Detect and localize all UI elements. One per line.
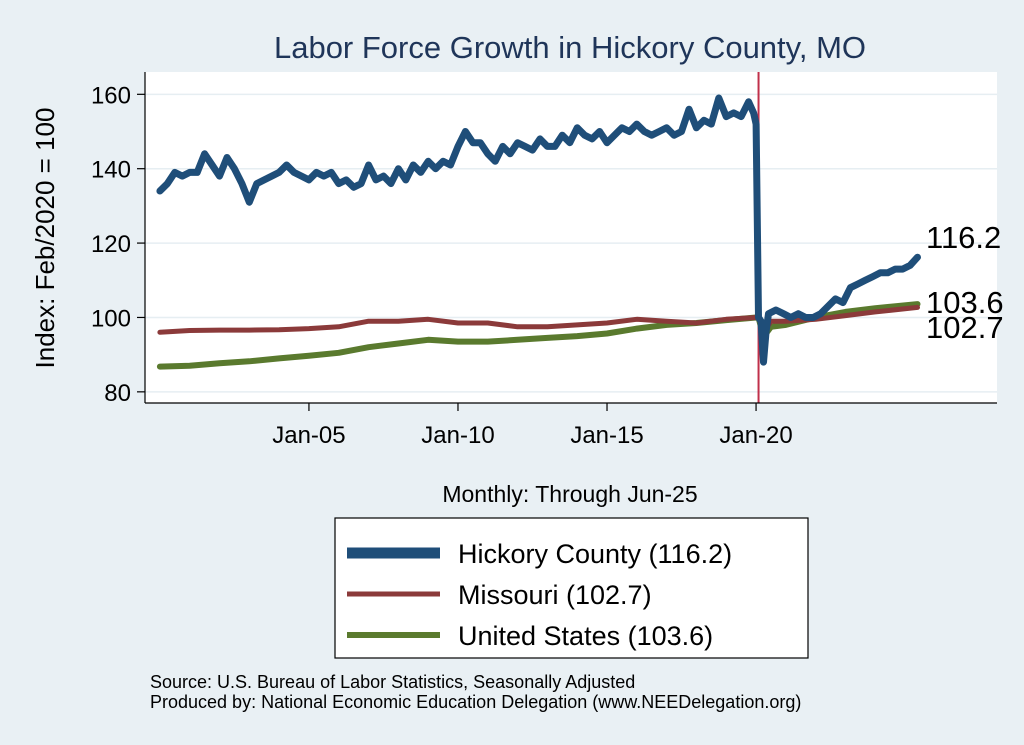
series-end-label: 116.2 (926, 220, 1001, 255)
plot-area (144, 72, 997, 404)
legend: Hickory County (116.2) Missouri (102.7) Un… (334, 517, 809, 659)
y-tick-label: 160 (91, 82, 131, 109)
x-tick-label: Jan-10 (421, 422, 494, 449)
series-end-label: 103.6 (926, 285, 1004, 320)
chart-title: Labor Force Growth in Hickory County, MO (274, 30, 866, 65)
x-tick-label: Jan-15 (570, 422, 643, 449)
x-tick-label: Jan-05 (272, 422, 345, 449)
y-tick-label: 80 (104, 380, 131, 407)
y-tick-label: 140 (91, 157, 131, 184)
series-layer (156, 94, 921, 370)
y-axis-title: Index: Feb/2020 = 100 (30, 108, 60, 369)
source-note: Source: U.S. Bureau of Labor Statistics,… (150, 672, 636, 692)
series-line (157, 304, 920, 335)
legend-label: United States (103.6) (458, 621, 713, 651)
y-axis-ticks: 80 100 120 140 160 (91, 82, 145, 407)
y-tick-label: 100 (91, 305, 131, 332)
producer-note: Produced by: National Economic Education… (150, 692, 802, 712)
series-line (156, 94, 921, 366)
x-tick-label: Jan-20 (719, 422, 792, 449)
y-tick-label: 120 (91, 231, 131, 258)
series-line (156, 301, 921, 370)
x-axis-ticks: Jan-05 Jan-10 Jan-15 Jan-20 (272, 403, 793, 449)
legend-label: Hickory County (116.2) (458, 539, 732, 569)
x-axis-title: Monthly: Through Jun-25 (442, 481, 697, 507)
plot-background (145, 72, 997, 403)
legend-label: Missouri (102.7) (458, 580, 652, 610)
series-end-label: 102.7 (926, 310, 1004, 345)
